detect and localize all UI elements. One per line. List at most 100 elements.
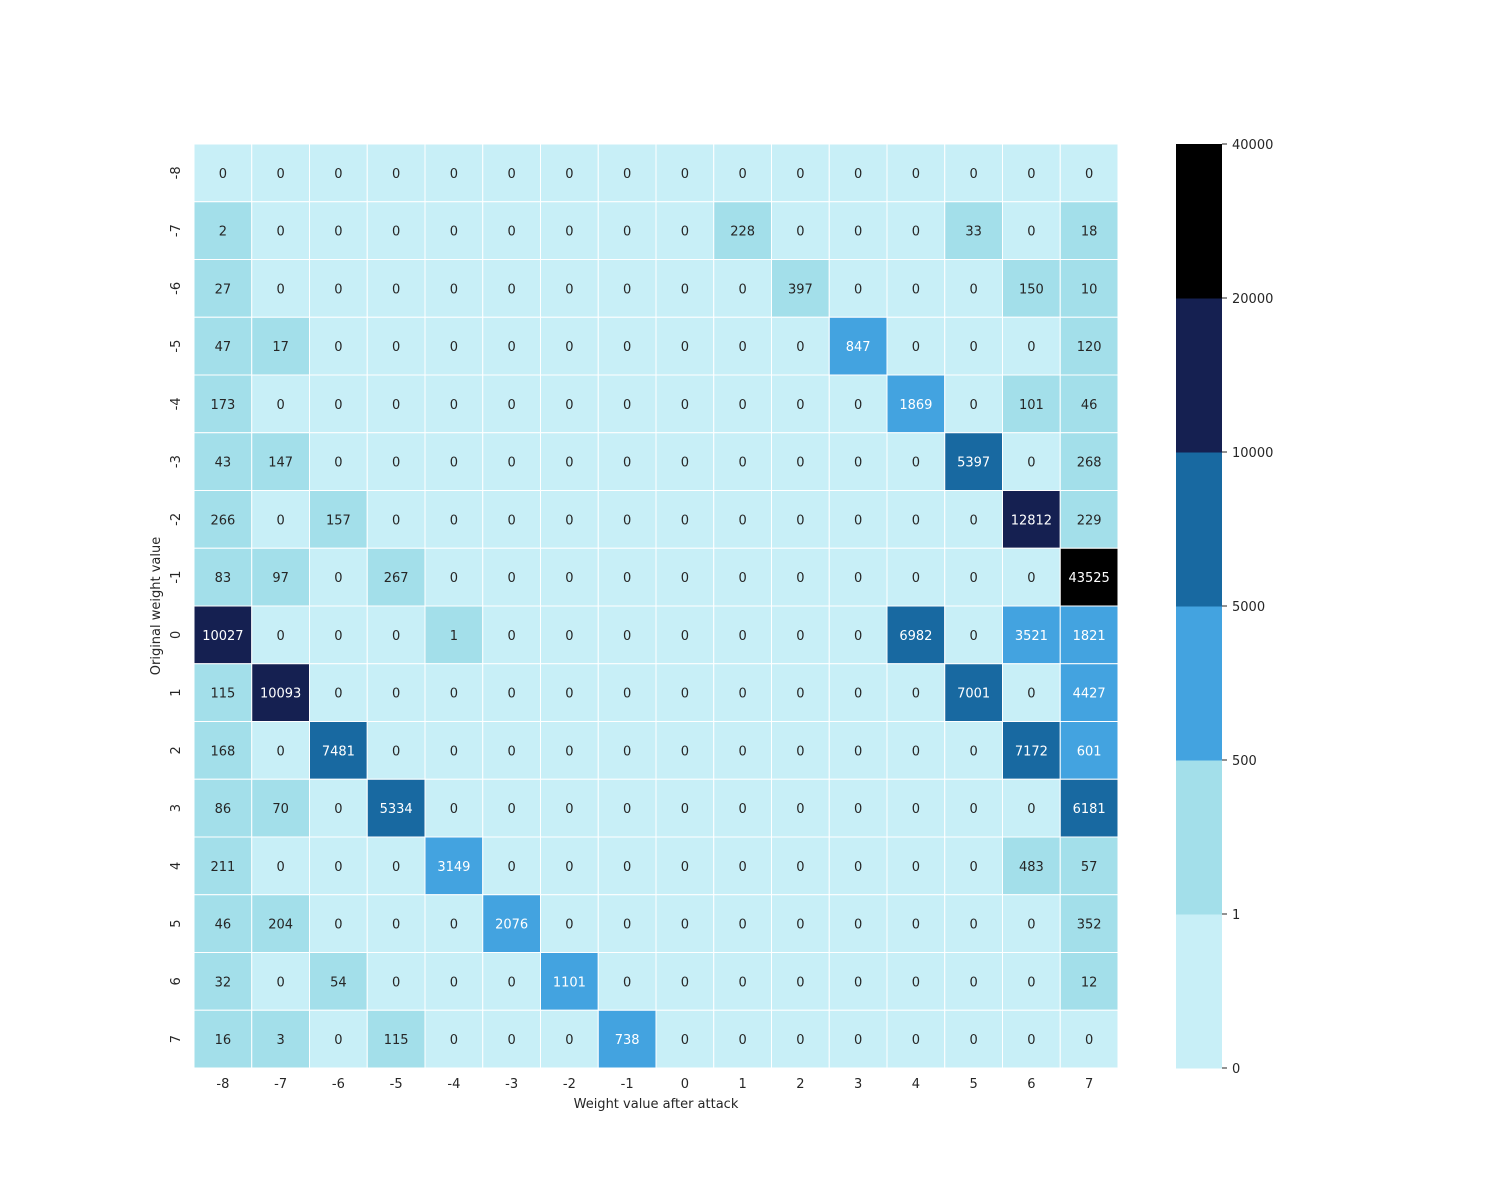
heatmap-cell xyxy=(771,374,830,434)
cell-value-label: 0 xyxy=(796,802,804,817)
cell-value-label: 0 xyxy=(1027,1033,1035,1048)
heatmap-cell xyxy=(482,663,541,722)
cell-value-label: 0 xyxy=(276,975,284,990)
cell-value-label: 0 xyxy=(969,167,977,182)
cell-value-label: 0 xyxy=(623,456,631,471)
cell-value-label: 0 xyxy=(681,456,689,471)
heatmap-cell xyxy=(597,547,657,607)
heatmap-cell xyxy=(1059,778,1119,838)
cell-value-label: 0 xyxy=(738,860,746,875)
cell-value-label: 0 xyxy=(623,975,631,990)
cell-value-label: 0 xyxy=(623,860,631,875)
cell-value-label: 0 xyxy=(738,513,746,528)
y-tick-label: 7 xyxy=(169,1035,184,1043)
heatmap-cell xyxy=(366,547,426,607)
cell-value-label: 0 xyxy=(738,1033,746,1048)
cell-value-label: 0 xyxy=(796,513,804,528)
heatmap-cell xyxy=(251,490,310,549)
cell-value-label: 0 xyxy=(623,918,631,933)
heatmap-cell xyxy=(1002,778,1061,838)
x-tick-label: 4 xyxy=(912,1077,920,1092)
x-tick-label: 6 xyxy=(1027,1077,1035,1092)
heatmap-cell xyxy=(193,201,253,260)
cell-value-label: 157 xyxy=(326,513,351,528)
cell-value-label: 0 xyxy=(507,398,515,413)
heatmap-cell xyxy=(309,201,368,260)
x-tick-label: -7 xyxy=(274,1077,287,1092)
colorbar-tick-label: 500 xyxy=(1232,754,1257,769)
cell-value-label: 0 xyxy=(796,629,804,644)
cell-value-label: 27 xyxy=(215,282,232,297)
cell-value-label: 0 xyxy=(1027,167,1035,182)
cell-value-label: 267 xyxy=(384,571,409,586)
heatmap-cell xyxy=(944,259,1003,318)
heatmap-cell xyxy=(193,778,253,838)
heatmap-cell xyxy=(828,836,888,896)
cell-value-label: 120 xyxy=(1077,340,1102,355)
heatmap-cell xyxy=(771,201,830,260)
heatmap-cell xyxy=(713,1009,772,1069)
heatmap-cell xyxy=(193,663,253,722)
cell-value-label: 32 xyxy=(215,975,232,990)
cell-value-label: 101 xyxy=(1019,398,1044,413)
cell-value-label: 6181 xyxy=(1073,802,1106,817)
colorbar-segment xyxy=(1176,298,1222,453)
cell-value-label: 0 xyxy=(565,513,573,528)
y-tick-label: -5 xyxy=(169,340,184,353)
heatmap-cell xyxy=(251,836,310,896)
heatmap-cell xyxy=(1002,721,1061,780)
heatmap-cell xyxy=(655,547,715,607)
heatmap-cell xyxy=(886,778,946,838)
heatmap-cell xyxy=(655,432,715,491)
y-tick-label: 6 xyxy=(169,977,184,985)
cell-value-label: 0 xyxy=(969,513,977,528)
cell-value-label: 0 xyxy=(565,860,573,875)
heatmap-cell xyxy=(713,894,772,953)
heatmap-cell xyxy=(424,663,484,722)
heatmap-cell xyxy=(251,201,310,260)
cell-value-label: 0 xyxy=(969,398,977,413)
cell-value-label: 7001 xyxy=(957,687,990,702)
heatmap-cell xyxy=(482,490,541,549)
cell-value-label: 211 xyxy=(210,860,235,875)
cell-value-label: 0 xyxy=(912,1033,920,1048)
cell-value-label: 0 xyxy=(507,456,515,471)
cell-value-label: 0 xyxy=(392,225,400,240)
cell-value-label: 0 xyxy=(854,975,862,990)
cell-value-label: 0 xyxy=(623,282,631,297)
cell-value-label: 0 xyxy=(623,398,631,413)
cell-value-label: 0 xyxy=(681,340,689,355)
cell-value-label: 0 xyxy=(796,918,804,933)
x-tick-label: 7 xyxy=(1085,1077,1093,1092)
cell-value-label: 268 xyxy=(1077,456,1102,471)
heatmap-cell xyxy=(597,1009,657,1069)
cell-value-label: 0 xyxy=(1085,1033,1093,1048)
heatmap-cell xyxy=(193,836,253,896)
heatmap-cell xyxy=(251,952,310,1011)
heatmap-cell xyxy=(193,316,253,376)
cell-value-label: 0 xyxy=(854,860,862,875)
colorbar-segment xyxy=(1176,606,1222,761)
heatmap-cell xyxy=(309,374,368,434)
heatmap-cell xyxy=(482,1009,541,1069)
cell-value-label: 147 xyxy=(268,456,293,471)
heatmap-cell xyxy=(482,547,541,607)
cell-value-label: 0 xyxy=(796,340,804,355)
cell-value-label: 0 xyxy=(738,744,746,759)
cell-value-label: 0 xyxy=(450,744,458,759)
cell-value-label: 10 xyxy=(1081,282,1098,297)
heatmap-cell xyxy=(655,374,715,434)
cell-value-label: 0 xyxy=(1027,456,1035,471)
cell-value-label: 10027 xyxy=(202,629,243,644)
heatmap-cell xyxy=(309,143,368,203)
cell-value-label: 0 xyxy=(854,744,862,759)
heatmap-cell xyxy=(424,778,484,838)
cell-value-label: 0 xyxy=(276,513,284,528)
cell-value-label: 0 xyxy=(507,1033,515,1048)
heatmap-cell xyxy=(713,952,772,1011)
cell-value-label: 0 xyxy=(334,456,342,471)
cell-value-label: 0 xyxy=(681,225,689,240)
cell-value-label: 0 xyxy=(738,282,746,297)
heatmap-cell xyxy=(540,432,599,491)
cell-value-label: 0 xyxy=(565,167,573,182)
